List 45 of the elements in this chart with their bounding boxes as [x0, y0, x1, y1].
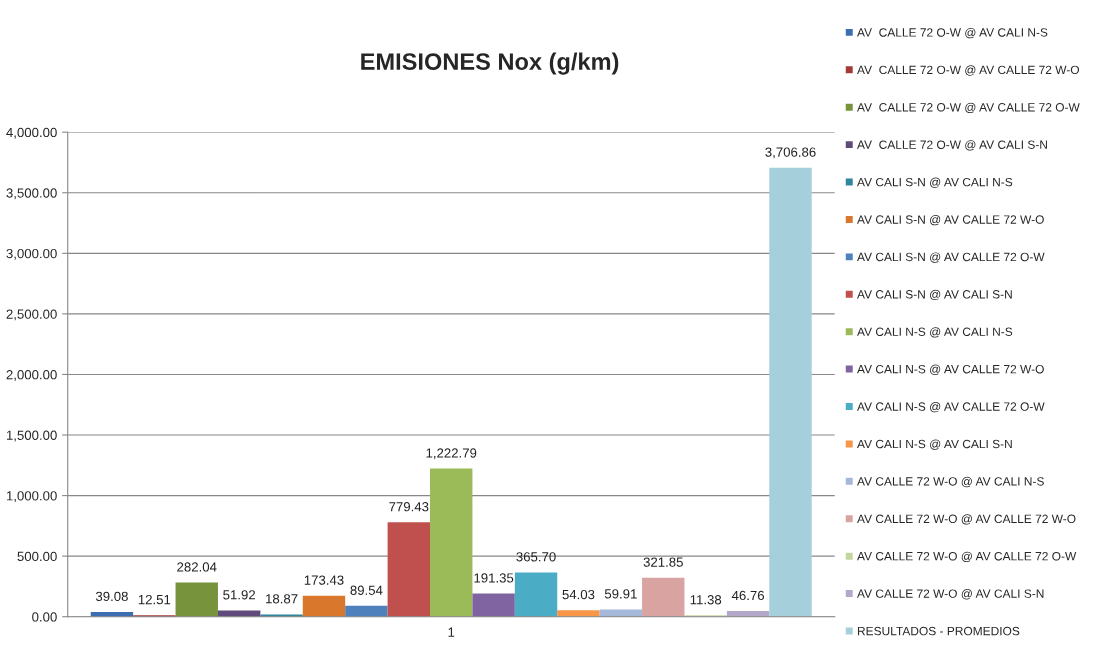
data-label: 54.03	[562, 589, 595, 600]
y-tick-label: 1,000.00	[6, 491, 57, 503]
legend-label: AV CALI S-N @ AV CALLE 72 W-O	[857, 214, 1044, 226]
data-label: 18.87	[266, 594, 298, 604]
x-tick-label: 1	[448, 627, 455, 637]
legend-label: AV CALI S-N @ AV CALLE 72 O-W	[857, 252, 1045, 263]
legend-label: AV CALLE 72 O-W @ AV CALLE 72 O-W	[857, 102, 1080, 114]
data-label: 1,222.79	[426, 448, 477, 460]
legend-label: AV CALLE 72 O-W @ AV CALI S-N	[857, 140, 1047, 151]
data-label: 89.54	[350, 585, 383, 595]
data-label: 191.35	[474, 573, 514, 583]
y-tick-label: 2,500.00	[6, 309, 57, 321]
data-label: 39.08	[95, 591, 128, 602]
data-label: 779.43	[389, 502, 429, 512]
legend-label: RESULTADOS - PROMEDIOS	[857, 626, 1020, 636]
legend-label: AV CALLE 72 W-O @ AV CALI S-N	[857, 589, 1044, 600]
y-tick-label: 500.00	[17, 551, 57, 562]
legend-label: AV CALLE 72 O-W @ AV CALLE 72 W-O	[857, 65, 1079, 76]
y-tick-label: 3,000.00	[6, 248, 57, 260]
data-label: 12.51	[138, 594, 171, 605]
y-tick-label: 0.00	[32, 612, 57, 622]
legend-label: AV CALI N-S @ AV CALI S-N	[857, 439, 1012, 450]
y-tick-label: 1,500.00	[6, 430, 57, 442]
legend-label: AV CALLE 72 W-O @ AV CALLE 72 O-W	[857, 551, 1077, 562]
data-label: 59.91	[604, 589, 637, 599]
data-label: 282.04	[177, 562, 217, 572]
legend-label: AV CALI S-N @ AV CALI N-S	[857, 177, 1013, 188]
data-label: 173.43	[304, 575, 344, 585]
legend-label: AV CALI N-S @ AV CALI N-S	[857, 327, 1013, 338]
data-label: 11.38	[690, 595, 722, 605]
y-tick-label: 2,000.00	[6, 370, 57, 381]
legend-label: AV CALLE 72 W-O @ AV CALI N-S	[857, 476, 1044, 488]
data-label: 51.92	[223, 590, 256, 600]
chart-title: EMISIONES Nox (g/km)	[361, 52, 619, 75]
legend-label: AV CALLE 72 O-W @ AV CALI N-S	[857, 27, 1048, 39]
data-label: 46.76	[731, 590, 765, 601]
y-tick-label: 4,000.00	[6, 127, 57, 139]
legend-label: AV CALLE 72 W-O @ AV CALLE 72 W-O	[857, 514, 1076, 525]
data-label: 3,706.86	[765, 147, 816, 159]
legend-label: AV CALI S-N @ AV CALI S-N	[857, 289, 1012, 301]
legend-label: AV CALI N-S @ AV CALLE 72 O-W	[857, 402, 1045, 413]
data-label: 321.85	[643, 557, 683, 567]
y-tick-label: 3,500.00	[6, 188, 57, 200]
data-label: 365.70	[516, 552, 556, 562]
legend-label: AV CALI N-S @ AV CALLE 72 W-O	[857, 364, 1044, 375]
